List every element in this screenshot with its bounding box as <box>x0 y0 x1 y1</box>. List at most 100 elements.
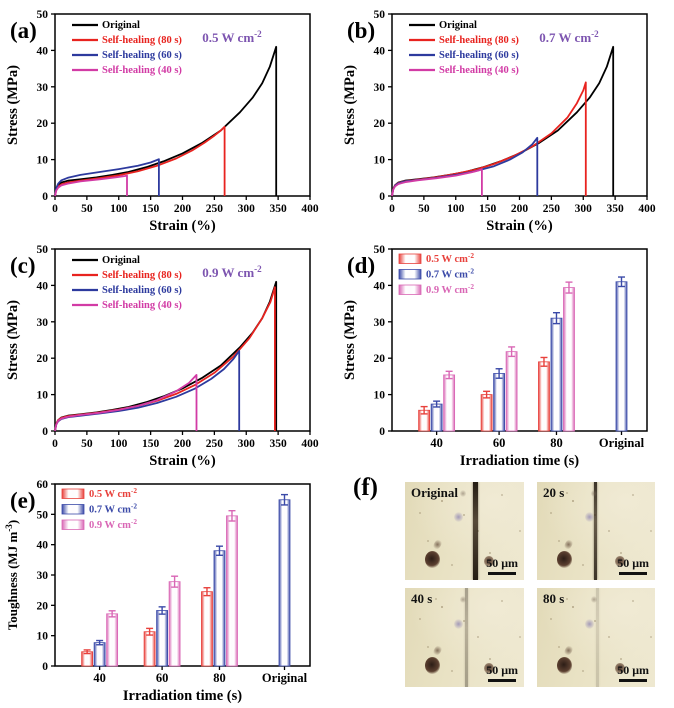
scale-bar-line <box>488 679 517 682</box>
x-axis-title: Irradiation time (s) <box>460 453 579 469</box>
dark-particle-tail <box>431 644 443 658</box>
y-tick-label: 30 <box>374 82 386 94</box>
x-axis-title: Strain (%) <box>486 218 553 234</box>
legend-swatch <box>61 504 85 515</box>
dark-particle-tail <box>431 537 443 551</box>
y-tick-label: 50 <box>37 509 49 521</box>
x-tick-label: 300 <box>238 203 256 215</box>
y-tick-label: 10 <box>374 390 386 402</box>
y-tick-label: 0 <box>379 426 385 438</box>
panel-label: (c) <box>10 253 36 278</box>
category-label: Original <box>262 671 308 685</box>
x-axis-title: Irradiation time (s) <box>123 688 242 704</box>
series-line <box>391 136 539 197</box>
chart-d-stress-bars: 0 10 20 30 40 50(d) Irradiation time (s) Stress… <box>342 244 648 469</box>
series-line <box>391 168 483 197</box>
bar <box>278 499 291 667</box>
scale-label: 50 μm <box>617 663 649 677</box>
micrograph-label: Original <box>411 485 458 500</box>
scale-bar-line <box>619 572 648 575</box>
legend-label: Original <box>439 20 477 31</box>
legend-label: 0.9 W cm-2 <box>89 517 137 531</box>
panel-label: (e) <box>10 488 36 513</box>
scale-label: 50 μm <box>617 556 649 570</box>
x-tick-label: 250 <box>206 203 224 215</box>
bar <box>493 373 506 432</box>
y-tick-label: 40 <box>37 45 49 57</box>
panel-b: 0 10 20 30 40 50 (b) Strain (%) Stress (MPa) 0 50 1… <box>337 0 674 235</box>
legend-label: Self-healing (40 s) <box>102 300 182 311</box>
panel-label: (d) <box>347 253 375 278</box>
x-tick-label: 350 <box>607 203 625 215</box>
legend-label: Self-healing (60 s) <box>102 50 182 61</box>
y-tick-label: 0 <box>379 191 385 203</box>
x-tick-label: 50 <box>418 203 430 215</box>
faint-speck <box>459 595 466 603</box>
x-tick-label: 100 <box>110 203 128 215</box>
y-axis-title: Stress (MPa) <box>5 300 21 380</box>
faint-particle <box>585 512 595 523</box>
x-tick-label: 0 <box>389 203 395 215</box>
y-tick-label: 50 <box>374 9 386 21</box>
legend-label: 0.5 W cm-2 <box>89 486 137 500</box>
dark-particle <box>557 550 573 568</box>
x-tick-label: 200 <box>511 203 529 215</box>
series-line <box>54 125 226 197</box>
x-tick-label: 400 <box>301 438 319 450</box>
bar <box>168 581 181 667</box>
bar <box>443 374 456 432</box>
category-label: 40 <box>430 436 443 450</box>
small-particle <box>614 556 625 568</box>
panel-label: (a) <box>10 18 37 43</box>
panel-e: 0 10 20 30 40 50 60 (e) Irradiation time (s) Toug… <box>0 470 337 708</box>
bar <box>156 610 169 667</box>
legend-label: Self-healing (60 s) <box>102 285 182 296</box>
panel-label: (b) <box>347 18 375 43</box>
x-tick-label: 400 <box>638 203 656 215</box>
power-density-annotation: 0.5 W cm-2 <box>202 29 262 45</box>
bar <box>143 631 156 667</box>
micrograph-20s: 20 s 50 μm <box>537 482 655 580</box>
bar <box>201 591 213 667</box>
scale-bar: 50 μm <box>617 664 649 682</box>
y-axis-title: Stress (MPa) <box>342 65 358 145</box>
y-tick-label: 20 <box>374 353 386 365</box>
series-line <box>54 45 278 197</box>
y-tick-label: 10 <box>37 155 49 167</box>
legend-label: 0.7 W cm-2 <box>89 502 137 516</box>
faint-speck <box>591 489 598 497</box>
legend-label: Original <box>102 20 140 31</box>
legend-label: Self-healing (40 s) <box>439 65 519 76</box>
dark-particle <box>425 550 441 568</box>
x-tick-label: 400 <box>301 203 319 215</box>
small-particle <box>483 663 494 675</box>
y-tick-label: 20 <box>37 118 49 130</box>
y-tick-label: 10 <box>37 390 49 402</box>
y-tick-label: 40 <box>37 540 49 552</box>
crack-line <box>596 588 599 687</box>
category-label: 60 <box>493 436 506 450</box>
panel-c: 0 10 20 30 40 50 (c) Strain (%) Stress (MPa) 0 50 1… <box>0 235 337 470</box>
series-line <box>54 373 198 432</box>
x-tick-label: 0 <box>52 203 58 215</box>
bar <box>505 351 518 432</box>
series-line <box>54 158 160 197</box>
y-tick-label: 60 <box>37 479 49 491</box>
legend-swatch <box>398 269 422 280</box>
faint-particle <box>585 618 595 629</box>
legend-label: 0.5 W cm-2 <box>426 251 474 265</box>
faint-speck <box>459 489 466 497</box>
legend-label: Self-healing (40 s) <box>102 65 182 76</box>
bar <box>430 403 443 432</box>
dark-particle <box>425 657 441 675</box>
legend-label: Self-healing (80 s) <box>102 270 182 281</box>
legend-label: Self-healing (80 s) <box>102 35 182 46</box>
panel-f-label: (f) <box>353 474 378 501</box>
micrograph-40s: 40 s 50 μm <box>405 588 524 687</box>
dark-particle-tail <box>563 537 575 551</box>
bar <box>615 281 628 432</box>
crack-line <box>472 482 478 580</box>
x-tick-label: 250 <box>543 203 561 215</box>
